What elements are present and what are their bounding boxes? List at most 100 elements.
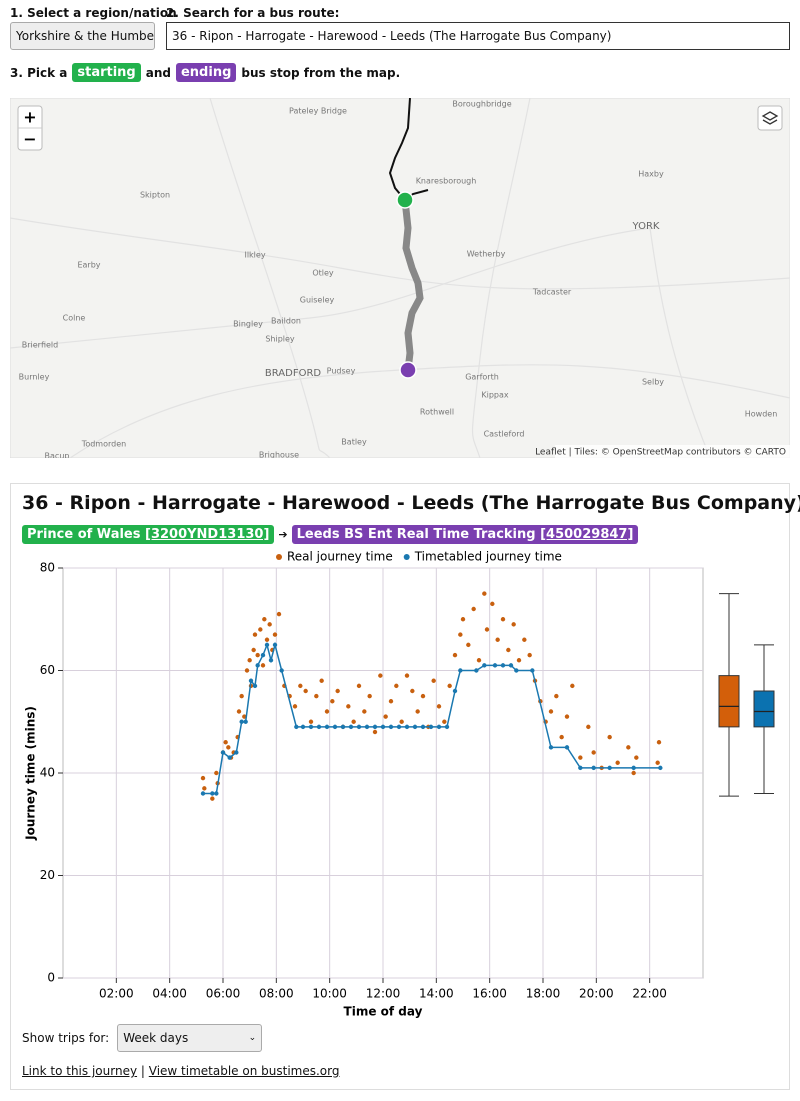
point <box>404 724 410 730</box>
place-label: Pudsey <box>327 367 356 376</box>
point <box>210 791 215 796</box>
point <box>324 724 330 730</box>
start-stop: Prince of Wales [3200YND13130] <box>22 525 275 544</box>
point <box>458 668 463 673</box>
map-attribution: Leaflet | Tiles: © OpenStreetMap contrib… <box>535 448 786 458</box>
map[interactable]: + − Leaflet | Tiles: © OpenStreetMap con… <box>10 98 790 458</box>
point <box>420 724 426 730</box>
point <box>268 658 274 663</box>
end-name: Leeds BS Ent Real Time Tracking <box>296 527 536 542</box>
point <box>380 724 386 730</box>
point <box>516 658 522 663</box>
region-label: 1. Select a region/nation <box>10 6 177 20</box>
point <box>442 719 447 724</box>
point <box>394 683 399 689</box>
x-tick-label: 18:00 <box>526 987 561 1001</box>
place-label: Wetherby <box>467 250 506 259</box>
point <box>631 770 636 776</box>
point <box>634 755 639 760</box>
x-tick-label: 02:00 <box>99 987 134 1001</box>
start-marker[interactable] <box>396 191 414 209</box>
place-label: Otley <box>312 269 334 278</box>
point <box>252 632 258 637</box>
end-stop: Leeds BS Ent Real Time Tracking [4500298… <box>291 525 639 544</box>
stop-tags: Prince of Wales [3200YND13130] ➔ Leeds B… <box>22 525 639 544</box>
x-tick-label: 22:00 <box>632 987 667 1001</box>
layers-icon <box>761 111 779 125</box>
point <box>308 719 314 724</box>
place-label: Todmorden <box>81 440 126 449</box>
place-label: BRADFORD <box>265 368 322 379</box>
start-code[interactable]: [3200YND13130] <box>145 527 270 542</box>
x-tick-label: 20:00 <box>579 987 614 1001</box>
point <box>335 688 340 694</box>
place-label: Selby <box>642 378 664 387</box>
point <box>436 724 442 730</box>
show-select[interactable]: Week days ⌄ <box>117 1024 263 1052</box>
point <box>346 704 351 709</box>
end-code[interactable]: [450029847] <box>540 527 634 542</box>
point <box>615 760 620 765</box>
place-label: Guiseley <box>300 296 335 305</box>
layers-button[interactable] <box>757 105 783 131</box>
show-label: Show trips for: <box>22 1031 110 1045</box>
point <box>484 627 490 632</box>
point <box>372 724 378 730</box>
x-tick-label: 14:00 <box>419 987 454 1001</box>
point <box>522 637 527 642</box>
point <box>658 765 663 771</box>
x-tick-label: 06:00 <box>206 987 241 1001</box>
point <box>452 652 458 658</box>
point <box>559 734 564 740</box>
place-label: Earby <box>77 261 100 270</box>
point <box>548 709 554 714</box>
point <box>267 622 272 627</box>
point <box>298 683 303 689</box>
legend-label: Real journey time <box>287 550 393 564</box>
journey-link[interactable]: Link to this journey <box>22 1064 138 1078</box>
point <box>428 724 434 730</box>
point <box>226 745 231 750</box>
show-trips: Show trips for: Week days ⌄ <box>22 1024 263 1052</box>
end-marker[interactable] <box>399 361 417 379</box>
place-label: Bacup <box>45 452 70 459</box>
route-input[interactable]: 36 - Ripon - Harrogate - Harewood - Leed… <box>166 22 790 50</box>
point <box>234 750 239 755</box>
point <box>308 724 314 730</box>
point <box>200 791 206 796</box>
region-select[interactable]: Yorkshire & the Humber⌄ <box>10 22 155 50</box>
point <box>367 693 372 699</box>
point <box>262 617 267 622</box>
point <box>420 693 426 699</box>
point <box>474 668 479 673</box>
y-tick-label: 80 <box>40 561 55 575</box>
legend-marker <box>276 554 282 560</box>
point <box>492 663 498 668</box>
point <box>356 683 362 689</box>
point <box>388 724 394 730</box>
place-label: Knaresborough <box>416 177 477 186</box>
point <box>324 709 330 714</box>
point <box>247 658 252 663</box>
point <box>300 724 306 730</box>
timetable-link[interactable]: View timetable on bustimes.org <box>148 1064 340 1078</box>
place-label: Rothwell <box>420 408 454 417</box>
place-label: Baildon <box>271 317 301 326</box>
place-label: Tadcaster <box>532 288 572 297</box>
pick-text: bus stop from the map. <box>241 65 401 80</box>
place-label: Brighouse <box>259 451 299 459</box>
point <box>330 699 335 704</box>
point <box>276 611 282 617</box>
point <box>239 719 244 724</box>
x-tick-label: 12:00 <box>366 987 401 1001</box>
point <box>220 750 226 755</box>
point <box>272 642 278 648</box>
zoom-in[interactable]: + <box>23 108 36 127</box>
pick-text: 3. Pick a <box>10 65 68 80</box>
zoom-out[interactable]: − <box>23 130 36 149</box>
point <box>255 652 260 658</box>
series-line <box>203 641 661 795</box>
legend-label: Timetabled journey time <box>414 550 562 564</box>
point <box>476 658 482 663</box>
